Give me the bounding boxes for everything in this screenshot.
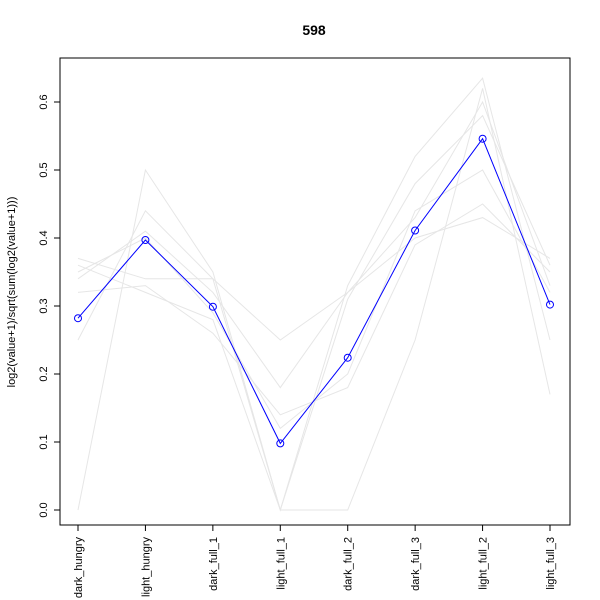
- y-axis: 0.0 0.1 0.2 0.3 0.4 0.5 0.6: [38, 94, 61, 518]
- data-point-dark_full_3: [411, 226, 420, 235]
- highlight-series: [74, 134, 554, 448]
- y-tick-label: 0.3: [38, 298, 50, 313]
- series-line-2: [77, 88, 551, 511]
- data-point-light_full_3: [546, 300, 554, 309]
- y-tick-label: 0.1: [38, 434, 50, 449]
- x-tick-label-dark_full_3: dark_full_3: [410, 537, 422, 591]
- y-tick-label: 0.4: [38, 230, 50, 245]
- series-line-1: [77, 77, 551, 512]
- series-line-7: [77, 114, 551, 512]
- series-line-3: [77, 100, 551, 389]
- x-tick-label-dark_full_2: dark_full_2: [343, 537, 355, 591]
- data-point-light_full_2: [478, 134, 487, 143]
- x-tick-label-dark_full_1: dark_full_1: [208, 537, 220, 591]
- series-line-4: [77, 217, 551, 341]
- y-axis-label: log2(value+1)/sqrt(sum(log2(value+1))): [6, 197, 18, 388]
- data-point-light_full_1: [276, 439, 285, 448]
- data-point-dark_full_2: [343, 353, 352, 362]
- y-tick-label: 0.5: [38, 162, 50, 177]
- x-tick-label-light_full_1: light_full_1: [275, 537, 287, 590]
- x-axis: dark_hungry light_hungry dark_full_1 light_…: [73, 524, 557, 599]
- highlight-series-line: [77, 137, 551, 445]
- y-tick-label: 0.0: [38, 502, 50, 517]
- series-line-6: [77, 169, 551, 430]
- y-tick-label: 0.6: [38, 94, 50, 109]
- data-point-light_hungry: [141, 236, 150, 244]
- x-tick-label-light_full_3: light_full_3: [545, 537, 557, 590]
- x-tick-label-dark_hungry: dark_hungry: [73, 537, 85, 599]
- x-tick-label-light_hungry: light_hungry: [140, 537, 152, 597]
- x-tick-label-light_full_2: light_full_2: [478, 537, 490, 590]
- series-line-5: [77, 203, 551, 416]
- plot-frame: [59, 57, 571, 526]
- data-point-dark_full_1: [208, 302, 217, 311]
- data-point-dark_hungry: [74, 314, 82, 323]
- y-tick-label: 0.2: [38, 366, 50, 381]
- chart-title: 598: [302, 22, 326, 38]
